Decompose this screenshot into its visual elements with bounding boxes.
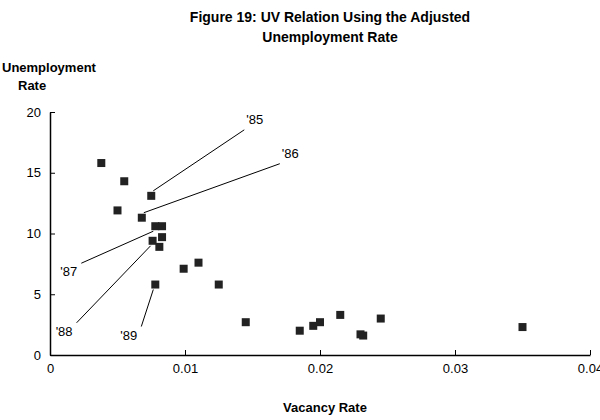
annotations: '85 '86 '87 '88 '89 (56, 112, 299, 343)
y-axis-label: UnemploymentRate (2, 60, 97, 93)
tick: 0 (34, 348, 55, 363)
point (377, 315, 385, 323)
annotation-label: '87 (60, 264, 77, 279)
tick-label: 0 (34, 348, 41, 363)
tick-label: 15 (27, 165, 41, 180)
annotation-line (81, 231, 153, 263)
tick-label: 10 (27, 226, 41, 241)
point (195, 259, 203, 267)
tick-label: 0 (47, 361, 54, 376)
tick-mark (50, 173, 55, 174)
annotation-label: '88 (56, 324, 73, 339)
point (97, 159, 105, 167)
tick-label: 0.01 (173, 361, 198, 376)
tick: 0.01 (173, 350, 198, 376)
annotation-line (144, 164, 280, 213)
point (242, 318, 250, 326)
point (155, 243, 163, 251)
tick: 15 (27, 165, 55, 180)
tick: 0.03 (443, 350, 468, 376)
tick-mark (590, 350, 591, 355)
y-axis: 0 5 10 15 20 (27, 105, 55, 363)
point (519, 323, 527, 331)
points (97, 159, 526, 340)
tick-mark (50, 355, 55, 356)
x-axis-label: Vacancy Rate (283, 400, 367, 415)
point (296, 327, 304, 335)
annotation-label: '86 (282, 146, 299, 161)
point (158, 222, 166, 230)
point (359, 332, 367, 340)
tick: 10 (27, 226, 55, 241)
point (316, 318, 324, 326)
tick-label: 20 (27, 105, 41, 120)
title-line: Unemployment Rate (262, 29, 398, 45)
tick: 0.04 (578, 350, 600, 376)
tick-mark (320, 350, 321, 355)
annotation-line (141, 290, 153, 327)
point (114, 206, 122, 214)
tick: 5 (34, 287, 55, 302)
tick-label: 5 (34, 287, 41, 302)
point (120, 177, 128, 185)
point (215, 281, 223, 289)
chart: Figure 19: UV Relation Using the Adjuste… (0, 0, 600, 420)
tick: 0.02 (308, 350, 333, 376)
tick-mark (50, 234, 55, 235)
tick-mark (50, 294, 55, 295)
tick-label: 0.04 (578, 361, 600, 376)
title: Figure 19: UV Relation Using the Adjuste… (190, 9, 470, 45)
x-axis: 0 0.01 0.02 0.03 0.04 (47, 350, 600, 376)
tick-mark (185, 350, 186, 355)
point (138, 214, 146, 222)
title-line: Figure 19: UV Relation Using the Adjuste… (190, 9, 470, 25)
point (158, 233, 166, 241)
point (151, 281, 159, 289)
tick-mark (50, 112, 55, 113)
tick-mark (455, 350, 456, 355)
point (336, 311, 344, 319)
annotation-label: '85 (246, 112, 263, 127)
tick-label: 0.02 (308, 361, 333, 376)
tick-label: 0.03 (443, 361, 468, 376)
point (180, 265, 188, 273)
tick: 20 (27, 105, 55, 120)
annotation-line (77, 246, 151, 323)
annotation-label: '89 (120, 328, 137, 343)
point (147, 192, 155, 200)
